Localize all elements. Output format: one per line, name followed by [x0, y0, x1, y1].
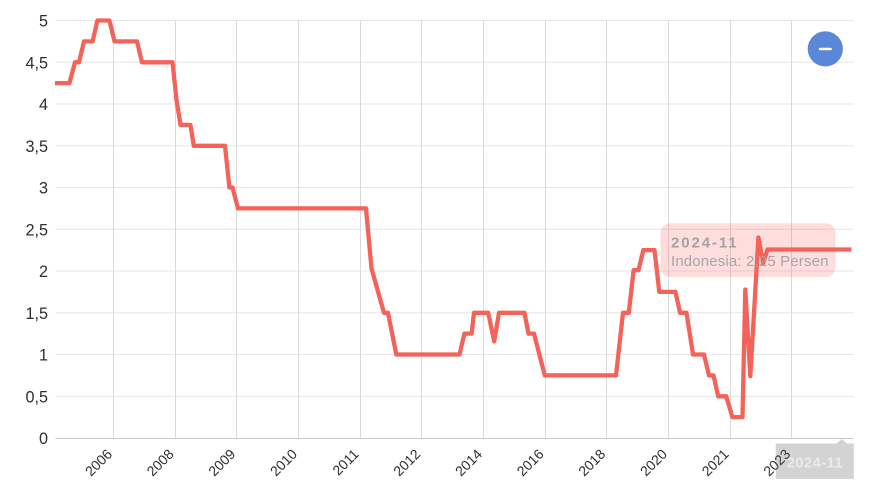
- svg-text:2,5: 2,5: [25, 221, 48, 239]
- svg-text:0,5: 0,5: [25, 388, 48, 406]
- svg-text:2: 2: [39, 263, 48, 281]
- svg-text:Indonesia: 2,25 Persen: Indonesia: 2,25 Persen: [671, 253, 829, 270]
- svg-text:2024-11: 2024-11: [787, 455, 843, 472]
- svg-text:2009: 2009: [205, 446, 238, 479]
- svg-text:3,5: 3,5: [25, 138, 48, 156]
- svg-text:2012: 2012: [390, 446, 423, 479]
- svg-text:2021: 2021: [698, 446, 731, 479]
- svg-text:2014: 2014: [452, 446, 485, 479]
- svg-text:0: 0: [39, 430, 48, 448]
- svg-text:4: 4: [39, 96, 48, 114]
- svg-text:2024-11: 2024-11: [671, 234, 739, 251]
- svg-text:2010: 2010: [267, 446, 300, 479]
- svg-text:5: 5: [39, 13, 48, 31]
- svg-text:1: 1: [39, 347, 48, 365]
- svg-text:4,5: 4,5: [25, 54, 48, 72]
- svg-text:2008: 2008: [143, 446, 176, 479]
- svg-text:2018: 2018: [575, 446, 608, 479]
- svg-text:3: 3: [39, 180, 48, 198]
- svg-text:2011: 2011: [329, 446, 362, 479]
- svg-text:2020: 2020: [637, 446, 670, 479]
- svg-text:2006: 2006: [82, 446, 115, 479]
- svg-text:2016: 2016: [513, 446, 546, 479]
- svg-text:1,5: 1,5: [25, 305, 48, 323]
